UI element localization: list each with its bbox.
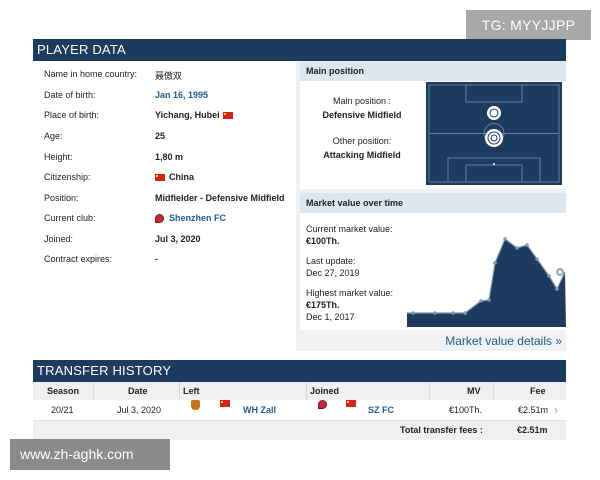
total-fees-value: €2.51m [517,425,548,435]
info-row-dob: Date of birth: Jan 16, 1995 [44,90,294,104]
current-value-label: Current market value: [306,224,393,234]
main-position-header: Main position [300,61,566,81]
other-position-marker [487,106,501,120]
chevron-right-icon[interactable]: › [554,403,558,417]
transfer-date: Jul 3, 2020 [117,405,162,415]
last-update-value: Dec 27, 2019 [306,268,360,278]
info-value-contract: - [155,254,158,264]
current-club-text: Shenzhen FC [169,213,227,223]
china-flag-icon [155,173,165,181]
transfer-table-header: Season Date Left Joined MV Fee [33,382,566,400]
column-divider [306,382,307,400]
col-date: Date [128,386,148,396]
other-position-value: Attacking Midfield [323,150,401,160]
info-row-name: Name in home country: 聂傲双 [44,69,294,83]
player-data-header: PLAYER DATA [33,39,566,61]
info-value-height: 1,80 m [155,152,184,162]
mv-point[interactable] [503,237,507,241]
column-divider [429,382,430,400]
info-label: Contract expires: [44,254,113,264]
transfer-row[interactable]: 20/21 Jul 3, 2020 WH Zall SZ FC €100Th. … [33,400,566,421]
info-label: Position: [44,193,79,203]
main-position-box: Main position Main position : Defensive … [300,61,566,189]
highest-value-date: Dec 1, 2017 [306,312,355,322]
birthplace-text: Yichang, Hubei [155,110,220,120]
info-label: Citizenship: [44,172,91,182]
mv-point[interactable] [479,299,483,303]
mv-point[interactable] [493,261,497,265]
mv-point[interactable] [515,246,519,250]
mv-point[interactable] [451,311,455,315]
mv-point[interactable] [463,311,467,315]
info-value-birthplace: Yichang, Hubei [155,110,237,120]
watermark-bottom: www.zh-aghk.com [10,439,170,470]
info-row-age: Age: 25 [44,131,294,145]
china-flag-icon [222,111,233,119]
market-value-header: Market value over time [300,193,566,213]
pitch-diagram [426,82,562,185]
info-value-age: 25 [155,131,166,141]
info-label: Date of birth: [44,90,96,100]
transfer-mv: €100Th. [449,405,483,415]
highest-value: €175Th. [306,300,340,310]
mv-point[interactable] [555,287,559,291]
mv-point[interactable] [525,243,529,247]
info-row-height: Height: 1,80 m [44,152,294,166]
citizenship-text: China [169,172,195,182]
club-crest-icon [155,214,164,224]
main-position-value: Defensive Midfield [322,110,402,120]
info-value-citizenship: China [155,172,194,182]
info-row-birthplace: Place of birth: Yichang, Hubei [44,110,294,124]
info-value-joined: Jul 3, 2020 [155,234,201,244]
transfer-season: 20/21 [51,405,74,415]
main-position-label: Main position : [332,96,392,106]
col-joined: Joined [310,386,340,396]
last-update-label: Last update: [306,256,356,266]
transfer-table-footer: Total transfer fees : €2.51m [33,421,566,440]
mv-point[interactable] [487,298,491,302]
mv-point[interactable] [535,257,539,261]
transfer-history-header: TRANSFER HISTORY [33,360,566,382]
column-divider [493,382,494,400]
joined-club-link[interactable]: SZ FC [368,405,394,415]
col-fee: Fee [530,386,546,396]
highest-value-label: Highest market value: [306,288,394,298]
info-label: Name in home country: [44,69,138,79]
market-value-box: Market value over time Current market va… [300,193,566,330]
current-club-link[interactable]: Shenzhen FC [155,213,227,224]
info-row-position: Position: Midfielder - Defensive Midfiel… [44,193,294,207]
total-fees-label: Total transfer fees : [400,425,483,435]
col-mv: MV [467,386,481,396]
mv-point[interactable] [411,311,415,315]
info-value-name: 聂傲双 [155,71,183,81]
date-of-birth-link[interactable]: Jan 16, 1995 [155,90,209,100]
info-value-position: Midfielder - Defensive Midfield [155,193,285,203]
col-left: Left [183,386,200,396]
transfer-fee: €2.51m [518,405,549,415]
current-value: €100Th. [306,236,340,246]
info-label: Height: [44,152,73,162]
info-row-club: Current club: Shenzhen FC [44,213,294,227]
info-label: Joined: [44,234,74,244]
left-club-link[interactable]: WH Zall [243,405,276,415]
market-value-points [411,237,559,315]
watermark-top: TG: MYYJJPP [466,10,591,40]
player-info-list: Name in home country: 聂傲双 Date of birth:… [33,61,296,351]
info-label: Place of birth: [44,110,100,120]
info-label: Current club: [44,213,96,223]
other-position-label: Other position: [332,136,392,146]
info-row-contract: Contract expires: - [44,254,294,268]
market-value-area [407,239,566,327]
column-divider [93,382,94,400]
mv-point[interactable] [433,311,437,315]
info-row-citizenship: Citizenship: China [44,172,294,186]
market-value-details-link[interactable]: Market value details » [445,334,562,348]
col-season: Season [47,386,80,396]
mv-point[interactable] [547,274,551,278]
column-divider [179,382,180,400]
market-value-chart[interactable] [405,231,566,327]
info-label: Age: [44,131,63,141]
info-row-joined: Joined: Jul 3, 2020 [44,234,294,248]
